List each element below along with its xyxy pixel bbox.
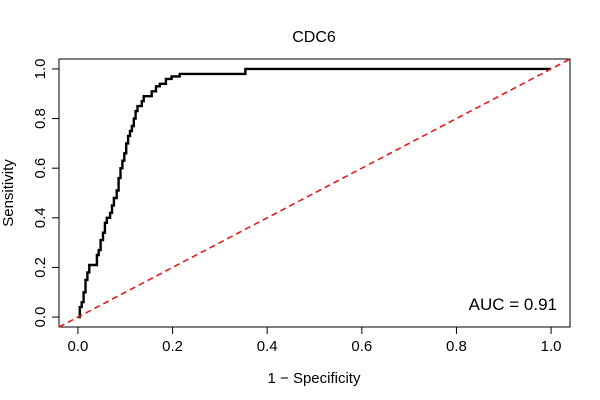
plot-area: 0.0 0.2 0.4 0.6 0.8 1.0 0.0 0.2 0.4 0.6 0.8 1.0 (32, 58, 571, 355)
x-tick-label: 0.4 (257, 338, 278, 355)
x-axis-label: 1 − Specificity (268, 370, 361, 387)
x-tick-label: 0.6 (351, 338, 372, 355)
x-tick-label: 1.0 (541, 338, 562, 355)
plot-frame (58, 58, 571, 328)
roc-curve-line (77, 67, 552, 319)
y-tick-label: 0.8 (32, 108, 49, 129)
x-tick-label: 0.0 (67, 338, 88, 355)
y-tick-label: 0.2 (32, 257, 49, 278)
y-tick-label: 1.0 (32, 58, 49, 79)
y-axis-label: Sensitivity (0, 159, 17, 227)
auc-annotation: AUC = 0.91 (469, 295, 557, 314)
x-tick-label: 0.2 (162, 338, 183, 355)
y-tick-label: 0.6 (32, 158, 49, 179)
x-tick-label: 0.8 (446, 338, 467, 355)
chart-title: CDC6 (292, 29, 336, 46)
y-tick-label: 0.0 (32, 307, 49, 328)
y-tick-label: 0.4 (32, 207, 49, 228)
reference-diagonal-line (58, 58, 571, 328)
